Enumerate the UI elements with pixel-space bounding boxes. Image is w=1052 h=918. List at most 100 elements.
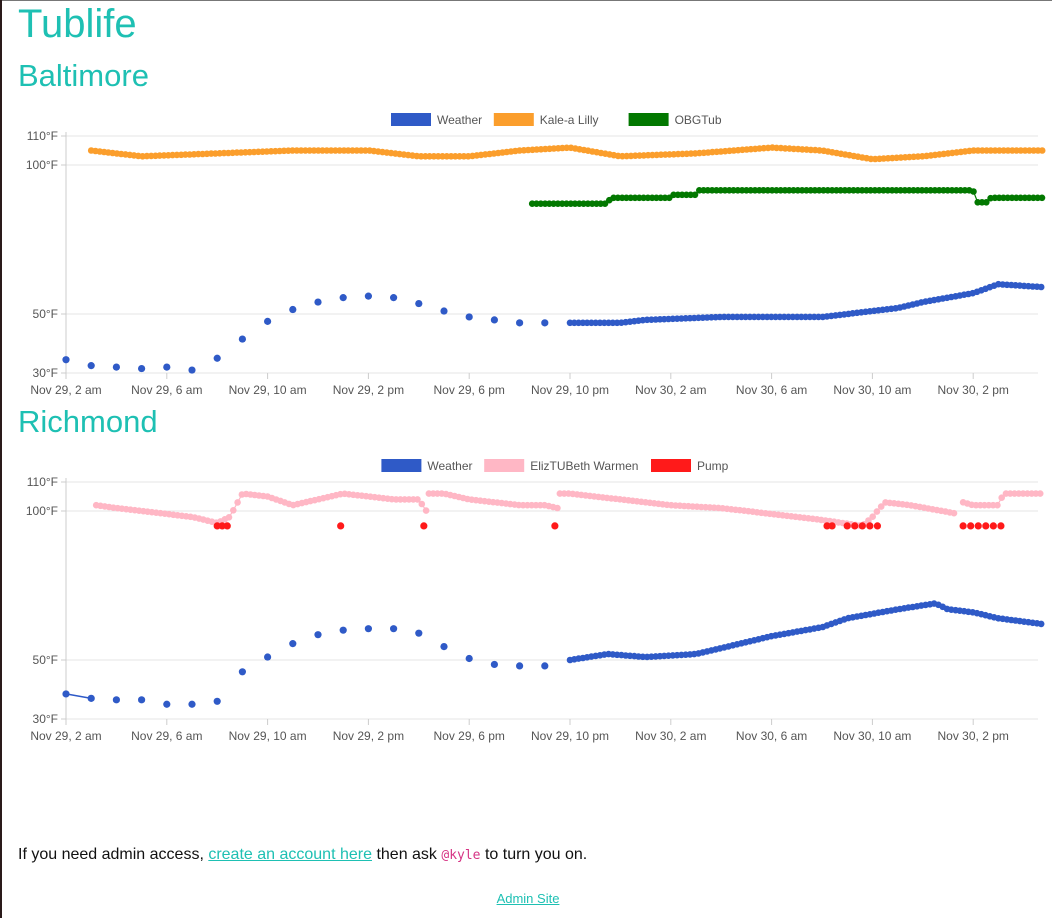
footer-pre: If you need admin access, <box>18 846 209 863</box>
data-point <box>1037 620 1045 628</box>
data-point <box>970 188 977 195</box>
y-tick-label: 30°F <box>33 366 58 380</box>
x-tick-label: Nov 30, 2 pm <box>938 729 1009 743</box>
series-group <box>87 144 1046 163</box>
admin-handle: @kyle <box>441 848 481 863</box>
data-point <box>551 522 559 530</box>
footer-mid: then ask <box>372 846 442 863</box>
legend-label: ElizTUBeth Warmen <box>530 459 638 473</box>
data-point <box>223 522 231 530</box>
data-point <box>967 522 975 530</box>
data-point <box>843 522 851 530</box>
data-point <box>230 507 237 514</box>
data-point <box>339 626 347 634</box>
series-group <box>62 600 1045 708</box>
y-tick-label: 110°F <box>27 129 58 143</box>
footer-text: If you need admin access, create an acco… <box>18 846 587 864</box>
data-point <box>238 335 246 343</box>
data-point <box>873 508 881 515</box>
data-point <box>218 522 226 530</box>
data-point <box>264 317 272 325</box>
data-point <box>465 313 473 321</box>
y-tick-label: 30°F <box>33 712 58 726</box>
y-tick-label: 50°F <box>33 653 58 667</box>
legend-swatch <box>391 113 431 126</box>
data-point <box>364 625 372 633</box>
data-point <box>982 522 990 530</box>
x-tick-label: Nov 29, 2 pm <box>333 729 404 743</box>
chart-richmond: 30°F 50°F 100°F 110°F Nov 29, 2 am Nov 29, 6 … <box>26 459 1045 743</box>
data-point <box>554 504 561 512</box>
data-point <box>420 522 428 530</box>
series-group <box>62 280 1045 374</box>
x-tick-label: Nov 30, 10 am <box>833 729 911 743</box>
data-point <box>823 522 831 530</box>
x-tick-label: Nov 30, 10 am <box>833 383 911 397</box>
chart-title-baltimore: Baltimore <box>18 58 149 93</box>
y-tick-label: 100°F <box>26 504 58 518</box>
data-point <box>516 662 524 670</box>
legend-swatch <box>493 113 534 126</box>
data-point <box>62 690 70 698</box>
legend-label: Weather <box>437 113 482 127</box>
chart-title-richmond: Richmond <box>18 404 158 439</box>
x-tick-label: Nov 29, 10 am <box>229 729 307 743</box>
x-tick-label: Nov 29, 2 am <box>30 383 101 397</box>
data-point <box>390 294 398 302</box>
create-account-link[interactable]: create an account here <box>208 846 372 863</box>
data-point <box>213 354 221 362</box>
data-point <box>950 509 958 517</box>
data-point <box>866 522 874 530</box>
top-border <box>2 0 1052 1</box>
data-point <box>112 363 120 371</box>
admin-site-link[interactable]: Admin Site <box>496 891 560 906</box>
data-point <box>213 522 221 530</box>
data-point <box>138 696 146 704</box>
data-point <box>989 522 997 530</box>
data-point <box>213 697 221 705</box>
data-point <box>983 199 990 206</box>
data-point <box>865 517 872 524</box>
data-point <box>62 356 70 364</box>
data-point <box>959 522 967 530</box>
data-point <box>289 640 297 648</box>
series-line <box>65 693 92 700</box>
x-tick-label: Nov 30, 6 am <box>736 729 807 743</box>
data-point <box>112 696 120 704</box>
x-tick-label: Nov 30, 2 am <box>635 729 706 743</box>
data-point <box>415 629 423 637</box>
data-point <box>516 319 524 327</box>
data-point <box>851 522 859 530</box>
data-point <box>490 660 498 669</box>
x-tick-label: Nov 30, 2 pm <box>938 383 1009 397</box>
data-point <box>238 668 246 676</box>
data-point <box>188 366 196 374</box>
data-point <box>414 496 421 503</box>
data-point <box>415 299 423 308</box>
data-point <box>339 294 347 302</box>
x-tick-label: Nov 30, 2 am <box>635 383 706 397</box>
data-point <box>997 522 1005 530</box>
series-group <box>92 490 1044 529</box>
data-point <box>828 522 836 530</box>
x-tick-label: Nov 29, 6 pm <box>434 729 505 743</box>
data-point <box>465 654 473 663</box>
data-point <box>87 362 95 370</box>
y-tick-label: 100°F <box>26 158 58 172</box>
data-point <box>1037 283 1045 291</box>
data-point <box>858 522 866 530</box>
data-point <box>188 700 196 708</box>
x-tick-label: Nov 29, 10 pm <box>531 383 609 397</box>
x-tick-label: Nov 29, 10 pm <box>531 729 609 743</box>
data-point <box>264 653 272 661</box>
data-point <box>418 500 426 508</box>
data-point <box>163 700 171 708</box>
x-tick-label: Nov 29, 6 pm <box>434 383 505 397</box>
data-point <box>998 494 1005 501</box>
data-point <box>869 513 876 520</box>
legend-label: Pump <box>697 459 729 473</box>
y-tick-label: 110°F <box>27 475 58 489</box>
data-point <box>289 305 297 314</box>
x-tick-label: Nov 29, 6 am <box>131 729 202 743</box>
x-tick-label: Nov 30, 6 am <box>736 383 807 397</box>
